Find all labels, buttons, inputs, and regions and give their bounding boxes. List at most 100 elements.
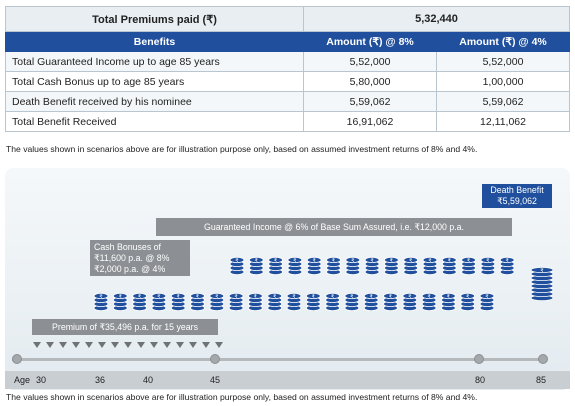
death-benefit-title: Death Benefit	[490, 185, 544, 195]
svg-text:₹: ₹	[350, 294, 353, 300]
premium-marker-icon	[85, 342, 93, 348]
svg-text:₹: ₹	[486, 258, 489, 264]
coin-stack-icon: ₹	[383, 292, 398, 311]
coin-stack-icon: ₹	[190, 292, 205, 311]
timeline-dot	[12, 354, 22, 364]
svg-text:₹: ₹	[235, 294, 238, 300]
age-bar	[5, 371, 570, 389]
coin-stack-icon: ₹	[325, 292, 341, 311]
svg-text:₹: ₹	[540, 268, 543, 274]
benefits-table: Total Premiums paid (₹) 5,32,440 Benefit…	[5, 6, 570, 132]
svg-text:₹: ₹	[255, 258, 258, 264]
svg-text:₹: ₹	[409, 258, 412, 264]
svg-text:₹: ₹	[506, 258, 509, 264]
svg-text:₹: ₹	[99, 294, 102, 300]
svg-text:₹: ₹	[389, 294, 392, 300]
svg-text:₹: ₹	[351, 258, 354, 264]
coin-stack-icon: ₹	[326, 256, 341, 275]
premium-marker-icon	[215, 342, 223, 348]
disclaimer-top: The values shown in scenarios above are …	[6, 144, 478, 154]
premium-marker-icon	[202, 342, 210, 348]
premium-marker-icon	[150, 342, 158, 348]
svg-text:₹: ₹	[332, 258, 335, 264]
row-value-4: 12,11,062	[436, 111, 570, 132]
coin-stack-icon: ₹	[499, 256, 515, 275]
coin-stack-icon: ₹	[441, 256, 457, 275]
svg-text:₹: ₹	[428, 258, 431, 264]
coin-stack-icon: ₹	[421, 292, 437, 311]
premium-marker-icon	[189, 342, 197, 348]
coin-stack-icon: ₹	[345, 256, 361, 275]
svg-text:₹: ₹	[312, 294, 315, 300]
coin-stack-icon: ₹	[268, 256, 284, 275]
timeline-dot	[538, 354, 548, 364]
cash-bonus-line-2: ₹11,600 p.a. @ 8%	[94, 253, 170, 263]
premium-marker-icon	[124, 342, 132, 348]
coin-stack-icon: ₹	[402, 292, 418, 311]
cash-bonus-line-3: ₹2,000 p.a. @ 4%	[94, 264, 166, 274]
svg-text:₹: ₹	[119, 294, 122, 300]
premium-label: Total Premiums paid (₹)	[5, 6, 304, 32]
coin-stack-icon: ₹	[422, 256, 438, 275]
premium-term-label: Premium of ₹35,496 p.a. for 15 years	[32, 319, 218, 335]
coin-stack-icon: ₹	[287, 256, 303, 275]
age-tick: 80	[475, 375, 486, 385]
row-label: Total Guaranteed Income up to age 85 yea…	[5, 51, 304, 72]
premium-marker-icon	[59, 342, 67, 348]
death-benefit-label: Death Benefit ₹5,59,062	[482, 184, 552, 208]
timeline-dot	[210, 354, 220, 364]
coin-stack-icon: ₹	[248, 256, 264, 275]
svg-text:₹: ₹	[293, 258, 296, 264]
svg-text:₹: ₹	[235, 258, 238, 264]
coin-stack-icon: ₹	[247, 292, 263, 311]
coin-stack-icon: ₹	[403, 256, 419, 275]
premium-marker-icon	[163, 342, 171, 348]
coin-stack-icon: ₹	[93, 292, 109, 311]
coin-stack-icon: ₹	[286, 292, 302, 311]
header-benefits: Benefits	[5, 31, 304, 52]
premium-marker-icon	[176, 342, 184, 348]
svg-text:₹: ₹	[466, 294, 469, 300]
cash-bonus-label: Cash Bonuses of ₹11,600 p.a. @ 8% ₹2,000…	[90, 240, 190, 276]
svg-text:₹: ₹	[215, 294, 218, 300]
svg-text:₹: ₹	[292, 294, 295, 300]
coin-stack-icon: ₹	[479, 292, 495, 311]
coin-stack-icon: ₹	[440, 292, 456, 311]
svg-text:₹: ₹	[370, 294, 373, 300]
coin-stack-icon: ₹	[364, 256, 380, 275]
svg-text:₹: ₹	[196, 294, 199, 300]
svg-text:₹: ₹	[485, 294, 488, 300]
coin-stack-icon: ₹	[228, 292, 244, 311]
row-value-8: 5,59,062	[303, 91, 437, 112]
premium-marker-icon	[137, 342, 145, 348]
table-row: Total Benefit Received 16,91,062 12,11,0…	[5, 111, 570, 132]
coin-stack-icon: ₹	[306, 256, 322, 275]
svg-text:₹: ₹	[274, 258, 277, 264]
premium-marker-icon	[46, 342, 54, 348]
death-benefit-value: ₹5,59,062	[497, 196, 537, 206]
coin-stack-icon: ₹	[305, 292, 321, 311]
svg-text:₹: ₹	[390, 258, 393, 264]
coin-stack-icon: ₹	[132, 292, 148, 311]
coin-stack-icon: ₹	[112, 292, 128, 311]
timeline-dot	[474, 354, 484, 364]
coin-stack-icon: ₹	[480, 256, 496, 275]
coin-stack-icon: ₹	[461, 256, 477, 275]
coin-stack-icon: ₹	[363, 292, 379, 311]
coin-stack-icon: ₹	[170, 292, 186, 311]
age-tick: 30	[36, 375, 47, 385]
svg-text:₹: ₹	[371, 258, 374, 264]
age-tick: 45	[210, 375, 221, 385]
svg-text:₹: ₹	[408, 294, 411, 300]
coin-stack-icon: ₹	[151, 292, 167, 311]
svg-text:₹: ₹	[254, 294, 257, 300]
row-label: Total Benefit Received	[5, 111, 304, 132]
svg-text:₹: ₹	[428, 294, 431, 300]
table-header: Benefits Amount (₹) @ 8% Amount (₹) @ 4%	[5, 31, 570, 52]
cash-bonus-line-1: Cash Bonuses of	[94, 242, 161, 252]
age-label: Age	[14, 375, 31, 385]
coin-stack-icon: ₹	[460, 292, 476, 311]
premium-row: Total Premiums paid (₹) 5,32,440	[5, 6, 570, 32]
coin-stack-icon: ₹	[530, 266, 554, 301]
row-value-8: 16,91,062	[303, 111, 437, 132]
